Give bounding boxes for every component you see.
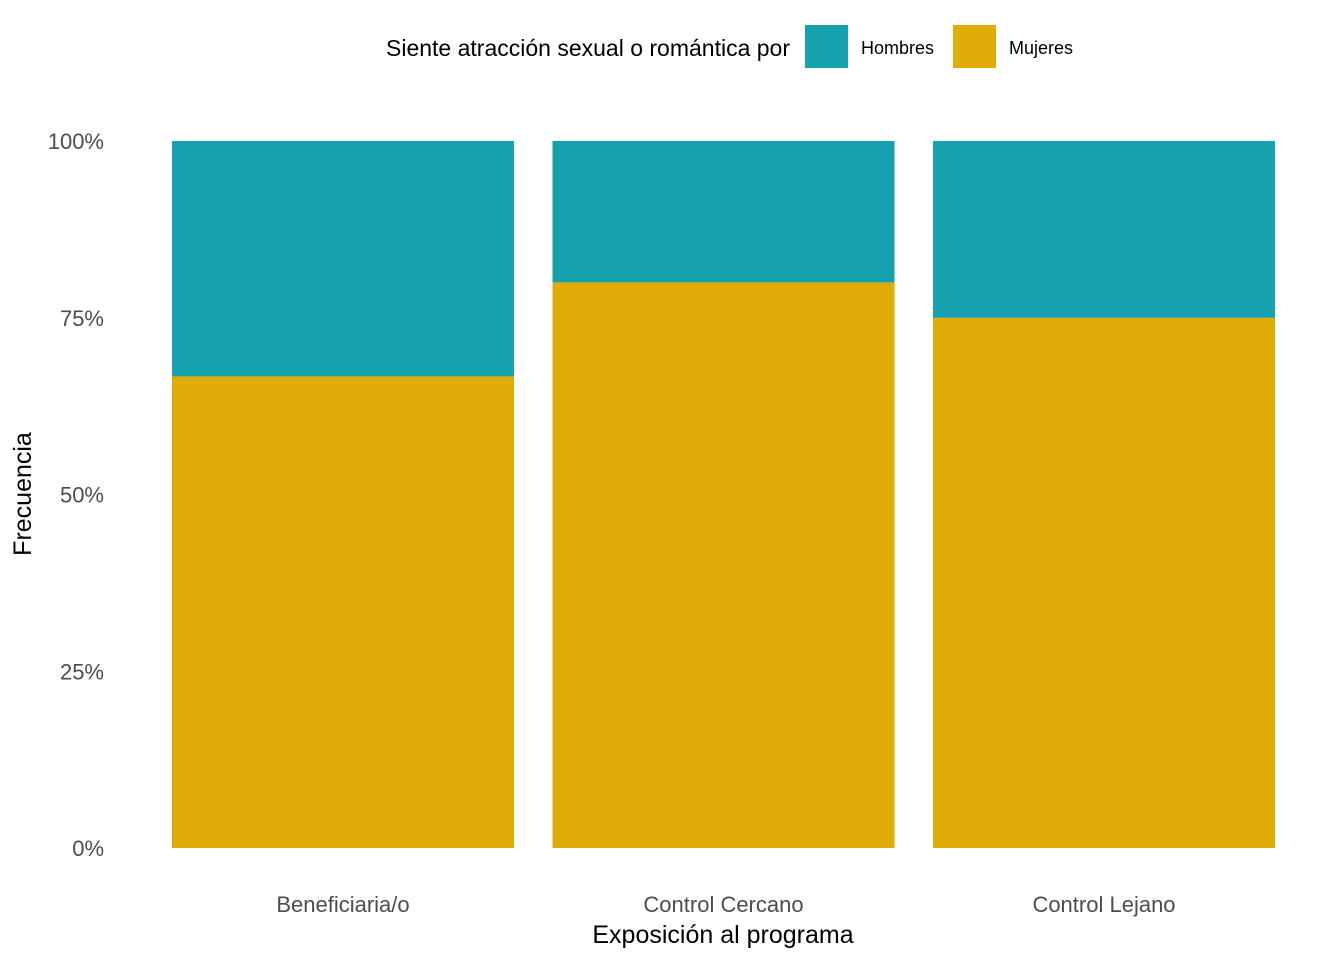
bars: [172, 141, 1275, 848]
x-tick-label: Control Lejano: [1032, 892, 1175, 917]
legend-swatch-mujeres: [953, 25, 996, 68]
x-axis-title: Exposición al programa: [592, 921, 853, 949]
legend: Siente atracción sexual o romántica por …: [386, 25, 1073, 68]
x-tick-label: Beneficiaria/o: [276, 892, 409, 917]
legend-label-hombres: Hombres: [861, 38, 934, 58]
bar-segment-hombres-2: [552, 141, 895, 283]
y-axis: 0% 25% 50% 75% 100%: [48, 129, 104, 861]
bar-segment-mujeres-3: [933, 317, 1275, 848]
y-tick-label: 50%: [60, 483, 104, 508]
bar-segment-mujeres-2: [552, 282, 895, 848]
y-tick-label: 75%: [60, 306, 104, 331]
legend-label-mujeres: Mujeres: [1009, 38, 1073, 58]
bar-segment-mujeres-1: [172, 376, 514, 848]
y-tick-label: 25%: [60, 659, 104, 684]
bar-segment-hombres-1: [172, 141, 514, 377]
x-tick-label: Control Cercano: [643, 892, 803, 917]
legend-title: Siente atracción sexual o romántica por: [386, 35, 790, 61]
legend-swatch-hombres: [805, 25, 848, 68]
bar-segment-hombres-3: [933, 141, 1275, 318]
y-tick-label: 100%: [48, 129, 104, 154]
y-axis-title: Frecuencia: [9, 432, 37, 556]
y-tick-label: 0%: [72, 836, 104, 861]
x-axis: Beneficiaria/o Control Cercano Control Lej…: [276, 892, 1175, 917]
